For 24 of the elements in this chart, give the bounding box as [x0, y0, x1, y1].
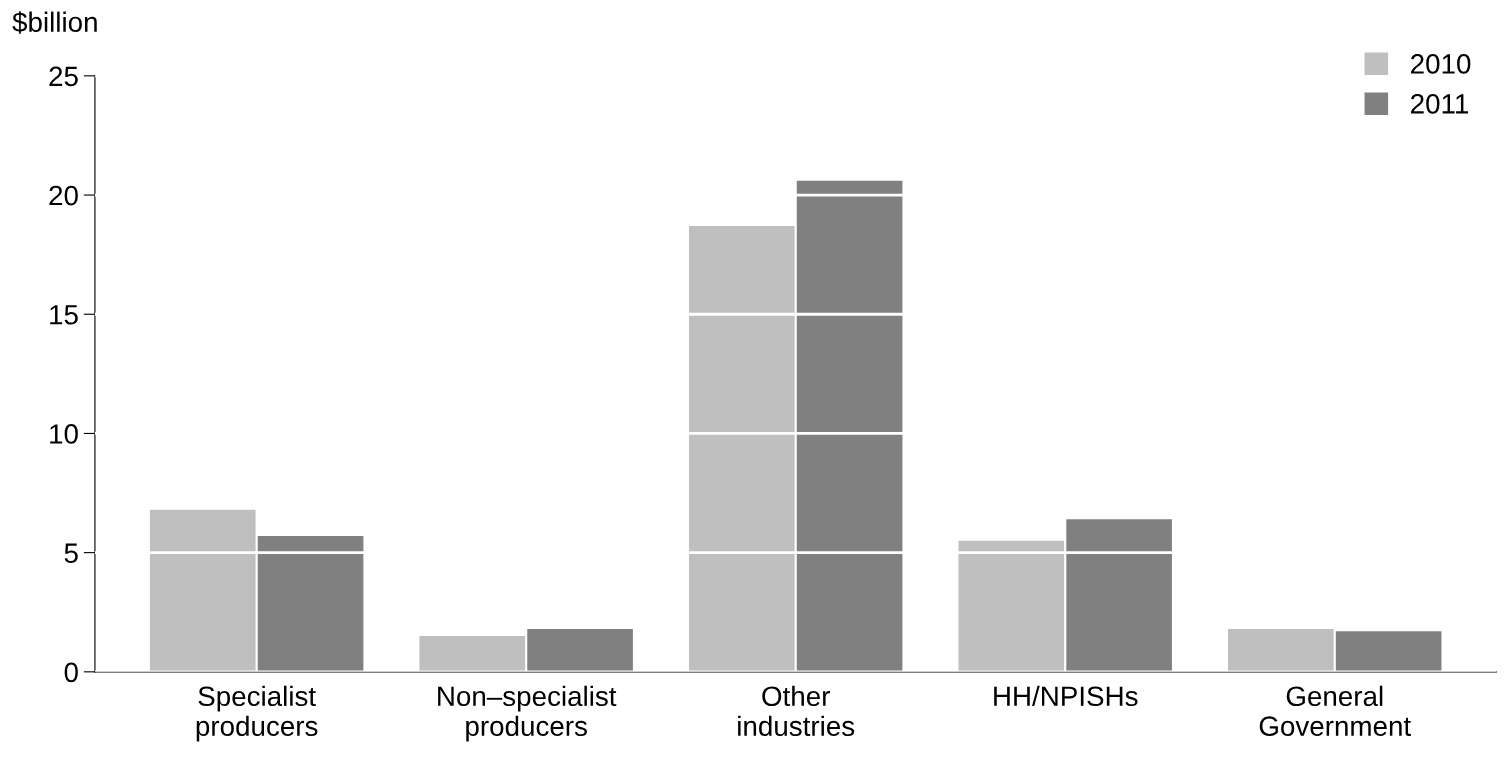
x-tick-label: Other industries — [738, 685, 855, 737]
bar — [1066, 519, 1172, 672]
y-tick-label: 20 — [49, 185, 78, 206]
x-tick-label: Non–specialist producers — [438, 685, 617, 742]
legend-label: 2011 — [1411, 93, 1469, 114]
bar — [419, 636, 526, 672]
bar — [527, 628, 633, 672]
bar — [1335, 631, 1442, 672]
legend-label: 2010 — [1411, 54, 1471, 74]
y-tick-label: 15 — [50, 305, 78, 325]
y-axis-title: $billion — [12, 11, 97, 34]
y-tick-label: 0 — [64, 662, 78, 683]
x-tick-label: General Government — [1259, 685, 1411, 737]
y-tick-label: 5 — [64, 543, 78, 563]
x-tick-label: HH/NPISHs — [994, 685, 1138, 707]
bar — [958, 540, 1065, 672]
y-tick-label: 25 — [49, 66, 78, 87]
bar — [149, 509, 256, 672]
bar — [257, 535, 364, 672]
bar — [1228, 628, 1334, 672]
y-tick-label: 10 — [50, 424, 78, 444]
bar — [796, 180, 903, 672]
bar — [688, 226, 795, 672]
x-tick-label: Specialist producers — [196, 685, 318, 742]
